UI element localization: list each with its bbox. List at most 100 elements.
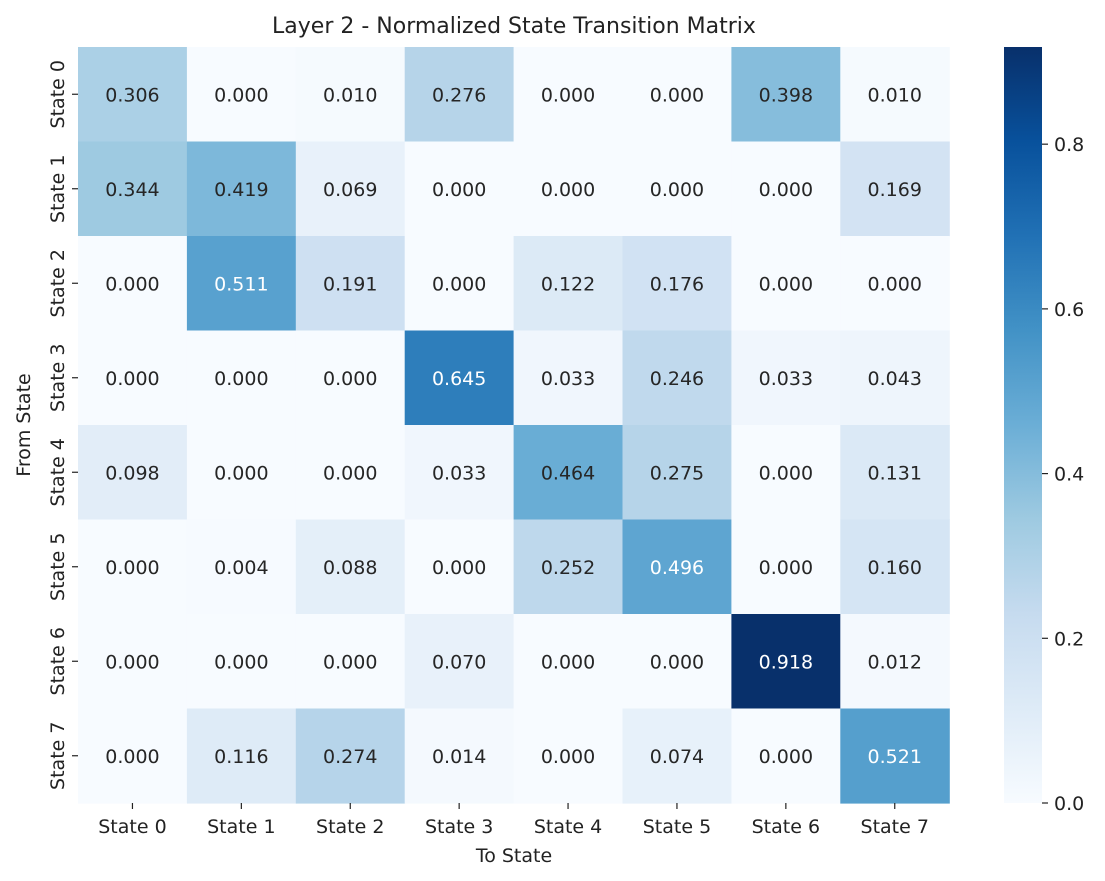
heatmap-cell-value: 0.122	[541, 273, 595, 295]
heatmap-cell-value: 0.000	[650, 179, 704, 201]
x-tick-label: State 0	[98, 816, 166, 838]
heatmap-cell	[513, 425, 624, 521]
heatmap-cell-value: 0.000	[105, 273, 159, 295]
heatmap-cell	[186, 425, 297, 521]
x-axis-ticks: State 0 State 1 State 2 State 3 State 4 State…	[98, 803, 929, 838]
heatmap-cell	[186, 47, 297, 143]
heatmap-cell-value: 0.000	[650, 84, 704, 106]
heatmap-cell-value: 0.000	[759, 746, 813, 768]
heatmap-cell	[404, 47, 515, 143]
heatmap-cell	[186, 614, 297, 710]
colorbar-tick-label: 0.0	[1054, 793, 1084, 815]
heatmap-cell	[622, 519, 732, 615]
x-tick-label: State 7	[861, 816, 929, 838]
colorbar-gradient	[1004, 47, 1042, 803]
heatmap-cell	[295, 330, 406, 426]
heatmap-cell-value: 0.000	[541, 84, 595, 106]
heatmap-cell	[840, 708, 950, 804]
colorbar-ticks: 0.0 0.2 0.4 0.6 0.8	[1042, 134, 1084, 815]
heatmap-cell	[513, 708, 624, 804]
heatmap-cell-value: 0.000	[759, 462, 813, 484]
heatmap-cell	[622, 236, 732, 332]
heatmap-cell	[186, 330, 297, 426]
heatmap-cell-value: 0.010	[323, 84, 377, 106]
heatmap-cell-value: 0.000	[214, 462, 268, 484]
y-axis-ticks: State 0 State 1 State 2 State 3 State 4 State…	[47, 60, 78, 790]
heatmap-cell-value: 0.276	[432, 84, 486, 106]
heatmap-cell	[731, 330, 841, 426]
heatmap-cell-value: 0.160	[868, 557, 922, 579]
x-tick-label: State 1	[207, 816, 275, 838]
heatmap-cell	[78, 425, 188, 521]
heatmap-cell	[622, 330, 732, 426]
heatmap-cell	[731, 614, 841, 710]
heatmap-cell	[731, 425, 841, 521]
heatmap-cell	[513, 141, 624, 237]
heatmap-cell	[295, 614, 406, 710]
y-tick-label: State 2	[47, 249, 69, 317]
heatmap-cell	[731, 519, 841, 615]
heatmap-cell-value: 0.176	[650, 273, 704, 295]
heatmap-cell	[731, 141, 841, 237]
heatmap-cell-value: 0.000	[323, 462, 377, 484]
heatmap-cell	[840, 425, 950, 521]
heatmap-cell	[295, 47, 406, 143]
heatmap-cell	[295, 236, 406, 332]
heatmap-cell-value: 0.000	[214, 651, 268, 673]
heatmap-cell	[186, 519, 297, 615]
colorbar-tick-label: 0.4	[1054, 464, 1084, 486]
heatmap-cell	[78, 141, 188, 237]
heatmap-cell-value: 0.000	[868, 273, 922, 295]
heatmap-cell-value: 0.000	[541, 179, 595, 201]
heatmap-cell-value: 0.521	[868, 746, 922, 768]
heatmap-cell-value: 0.033	[759, 368, 813, 390]
heatmap-cell-value: 0.069	[323, 179, 377, 201]
heatmap-cell-value: 0.246	[650, 368, 704, 390]
heatmap-cell	[840, 236, 950, 332]
heatmap-cell-value: 0.000	[650, 651, 704, 673]
heatmap-cell-labels: 0.306 0.000 0.010 0.276 0.000 0.000 0.398 0.010…	[105, 84, 922, 768]
heatmap-cell	[731, 47, 841, 143]
heatmap-cell	[186, 236, 297, 332]
heatmap-cell	[186, 708, 297, 804]
heatmap-cell	[622, 425, 732, 521]
x-tick-label: State 2	[316, 816, 384, 838]
heatmap-cell-value: 0.033	[541, 368, 595, 390]
x-tick-label: State 4	[534, 816, 602, 838]
heatmap-cell	[840, 614, 950, 710]
heatmap-cell-value: 0.918	[759, 651, 813, 673]
heatmap-cell-value: 0.070	[432, 651, 486, 673]
heatmap-cell-value: 0.496	[650, 557, 704, 579]
heatmap-cell-value: 0.000	[432, 557, 486, 579]
heatmap-cell-value: 0.098	[105, 462, 159, 484]
x-tick-label: State 5	[643, 816, 711, 838]
heatmap-cell	[622, 141, 732, 237]
heatmap-cell-value: 0.004	[214, 557, 268, 579]
heatmap-cell	[78, 519, 188, 615]
heatmap-cell	[622, 708, 732, 804]
heatmap-cell-value: 0.000	[541, 746, 595, 768]
heatmap-cell-value: 0.000	[759, 179, 813, 201]
heatmap-cell	[404, 330, 515, 426]
y-tick-label: State 4	[47, 438, 69, 506]
heatmap-cell	[513, 236, 624, 332]
heatmap-cell-value: 0.398	[759, 84, 813, 106]
heatmap-cell-value: 0.464	[541, 462, 595, 484]
heatmap-cell	[513, 330, 624, 426]
heatmap-cell-value: 0.088	[323, 557, 377, 579]
heatmap-cell	[622, 47, 732, 143]
heatmap-cell-value: 0.000	[214, 84, 268, 106]
heatmap-cell	[840, 519, 950, 615]
heatmap-cell	[404, 519, 515, 615]
heatmap-cell-value: 0.000	[541, 651, 595, 673]
heatmap-cell	[404, 236, 515, 332]
heatmap-cell	[78, 330, 188, 426]
heatmap-cell-value: 0.000	[105, 557, 159, 579]
heatmap-cell-value: 0.000	[323, 651, 377, 673]
heatmap-cell	[78, 708, 188, 804]
heatmap-cell	[78, 47, 188, 143]
heatmap-cell	[295, 708, 406, 804]
heatmap-cell-value: 0.306	[105, 84, 159, 106]
colorbar-tick-label: 0.2	[1054, 628, 1084, 650]
heatmap-cell-value: 0.012	[868, 651, 922, 673]
